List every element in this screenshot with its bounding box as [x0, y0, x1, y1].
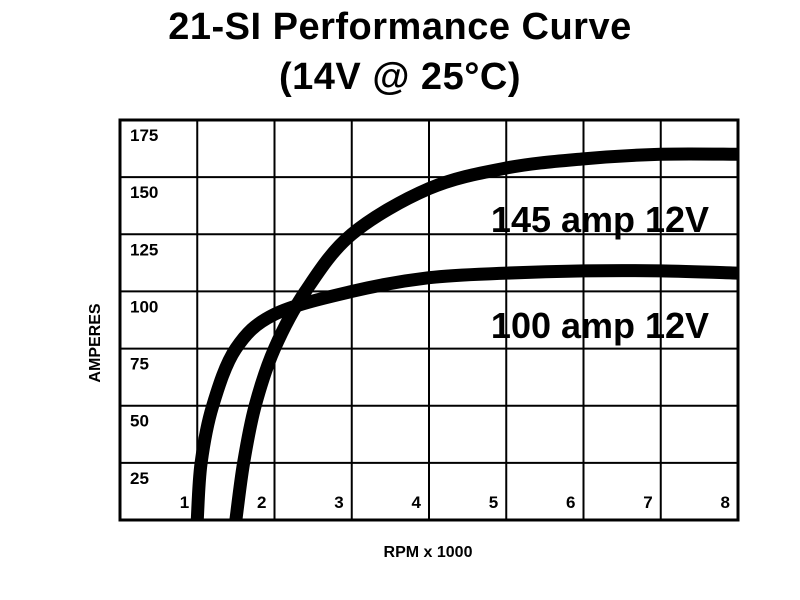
y-tick-label: 50: [130, 412, 149, 431]
chart-title: 21-SI Performance Curve: [168, 6, 632, 48]
x-tick-label: 8: [721, 493, 730, 512]
y-tick-label: 75: [130, 355, 149, 374]
series-labels: 145 amp 12V 100 amp 12V: [491, 199, 709, 346]
series-label: 100 amp 12V: [491, 305, 709, 346]
grid: [118, 118, 740, 522]
y-tick-label: 125: [130, 240, 158, 259]
series-curve-145-amp: [229, 147, 739, 521]
y-tick-label: 150: [130, 183, 158, 202]
x-tick-label: 7: [643, 493, 652, 512]
y-tick-label: 100: [130, 297, 158, 316]
series-curve-100-amp: [190, 264, 739, 521]
x-tick-label: 1: [180, 493, 189, 512]
x-tick-label: 3: [334, 493, 343, 512]
x-tick-label: 2: [257, 493, 266, 512]
y-tick-label: 175: [130, 126, 158, 145]
series-curves: [190, 147, 739, 521]
y-tick-label: 25: [130, 469, 149, 488]
chart-subtitle: (14V @ 25°C): [279, 56, 521, 98]
x-tick-label: 6: [566, 493, 575, 512]
series-label: 145 amp 12V: [491, 199, 709, 240]
x-tick-label: 4: [412, 493, 422, 512]
tick-labels: 25 50 75 100 125 150 175 1 2 3 4 5 6 7 8: [130, 126, 730, 512]
x-axis-label: RPM x 1000: [384, 544, 473, 561]
y-axis-label: AMPERES: [87, 303, 104, 382]
plot-border: [118, 118, 740, 522]
x-tick-label: 5: [489, 493, 498, 512]
